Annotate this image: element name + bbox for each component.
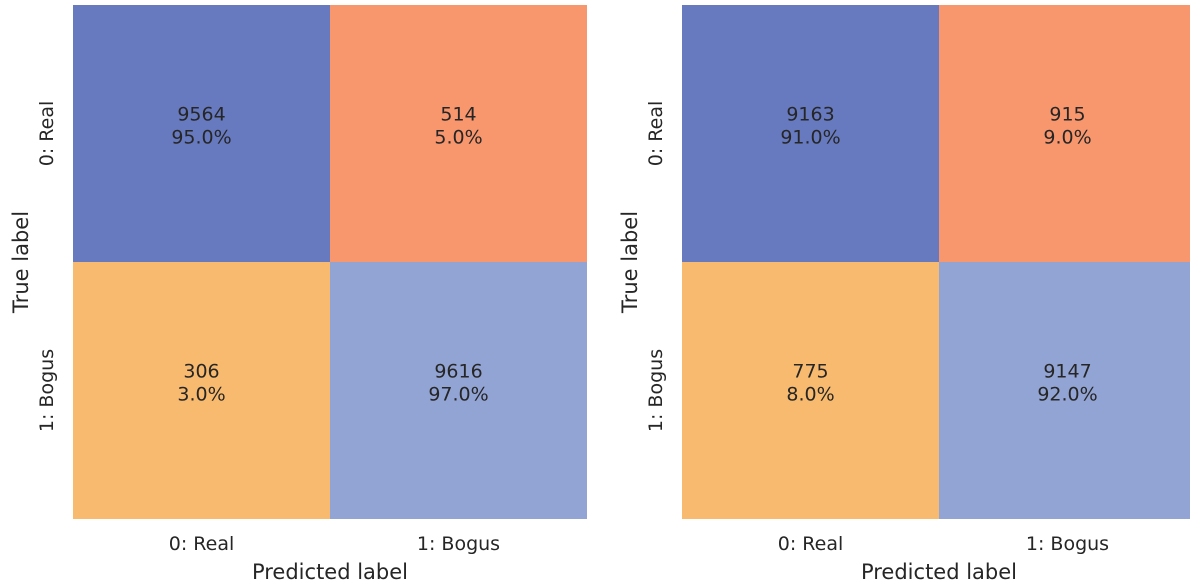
matrix-cell [682, 5, 939, 262]
x-tick-label: 1: Bogus [1026, 533, 1109, 555]
y-tick-label: 0: Real [645, 101, 667, 167]
matrix-cell [73, 5, 330, 262]
y-tick-labels: 0: Real 1: Bogus [36, 101, 58, 432]
cell-percent-label: 91.0% [780, 127, 840, 149]
cell-count-label: 306 [183, 361, 219, 383]
cell-count-label: 9147 [1043, 361, 1091, 383]
matrix-cell [682, 262, 939, 519]
cell-count-label: 9616 [434, 361, 482, 383]
y-axis-label: True label [618, 211, 642, 314]
y-tick-label: 1: Bogus [36, 349, 58, 432]
x-axis-label: Predicted label [861, 560, 1017, 584]
cell-count-label: 9564 [177, 104, 225, 126]
cell-count-label: 775 [792, 361, 828, 383]
cell-count-label: 915 [1049, 104, 1085, 126]
x-tick-label: 1: Bogus [417, 533, 500, 555]
x-tick-label: 0: Real [778, 533, 844, 555]
cell-percent-label: 95.0% [171, 127, 231, 149]
x-tick-labels: 0: Real 1: Bogus [778, 533, 1109, 555]
cell-grid [682, 5, 1190, 519]
x-tick-label: 0: Real [169, 533, 235, 555]
cell-count-label: 9163 [786, 104, 834, 126]
matrix-cell [73, 262, 330, 519]
matrix-cell [330, 262, 587, 519]
cell-count-label: 514 [440, 104, 476, 126]
cell-percent-label: 9.0% [1043, 127, 1091, 149]
y-tick-label: 0: Real [36, 101, 58, 167]
cell-percent-label: 92.0% [1037, 384, 1097, 406]
x-tick-labels: 0: Real 1: Bogus [169, 533, 500, 555]
cell-percent-label: 5.0% [434, 127, 482, 149]
matrix-cell [330, 5, 587, 262]
matrix-cell [939, 262, 1190, 519]
matrix-cell [939, 5, 1190, 262]
cell-percent-label: 8.0% [786, 384, 834, 406]
cell-percent-label: 97.0% [428, 384, 488, 406]
y-tick-label: 1: Bogus [645, 349, 667, 432]
cell-percent-label: 3.0% [177, 384, 225, 406]
y-axis-label: True label [9, 211, 33, 314]
x-axis-label: Predicted label [252, 560, 408, 584]
y-tick-labels: 0: Real 1: Bogus [645, 101, 667, 432]
cell-grid [73, 5, 587, 519]
